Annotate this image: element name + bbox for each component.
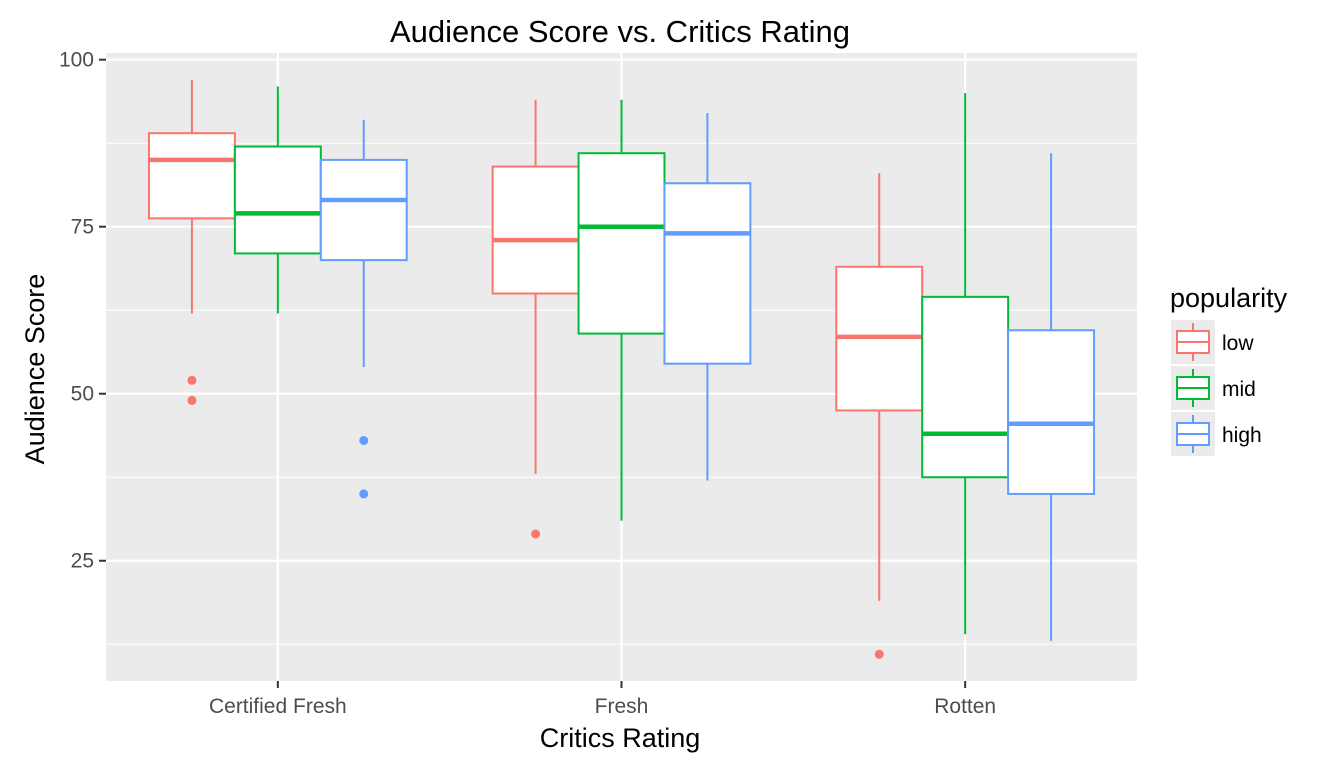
x-tick-label: Certified Fresh: [209, 695, 347, 718]
x-axis: Certified Fresh Fresh Rotten: [209, 681, 996, 718]
box-body: [663, 182, 752, 365]
outlier-point: [359, 435, 369, 445]
x-axis-title: Critics Rating: [540, 723, 701, 753]
box-body: [921, 295, 1010, 479]
y-axis-title: Audience Score: [20, 274, 50, 465]
outlier-point: [359, 489, 369, 499]
y-tick-label: 75: [71, 216, 94, 239]
box-low-rotten: [835, 173, 924, 659]
y-tick-label: 50: [71, 383, 94, 406]
legend-label: high: [1222, 424, 1262, 447]
box-body: [577, 152, 666, 335]
box-high-certified-fresh: [319, 119, 408, 499]
box-body: [1007, 329, 1096, 495]
box-mid-certified-fresh: [233, 86, 322, 314]
legend-item-low: low: [1171, 320, 1254, 364]
outlier-point: [874, 649, 884, 659]
box-mid-rotten: [921, 93, 1010, 635]
box-high-rotten: [1007, 153, 1096, 641]
box-mid-fresh: [577, 99, 666, 521]
y-tick-label: 25: [71, 550, 94, 573]
box-body: [491, 165, 580, 295]
x-tick-label: Rotten: [934, 695, 996, 718]
legend-item-high: high: [1171, 412, 1262, 456]
outlier-point: [531, 529, 541, 539]
outlier-point: [187, 395, 197, 405]
chart-title: Audience Score vs. Critics Rating: [390, 14, 850, 49]
box-body: [319, 158, 408, 262]
legend: popularity low mid high: [1170, 283, 1288, 456]
box-marks: [147, 79, 1096, 659]
legend-title: popularity: [1170, 283, 1288, 313]
legend-label: mid: [1222, 378, 1256, 401]
legend-label: low: [1222, 332, 1254, 355]
box-low-fresh: [491, 99, 580, 539]
box-body: [147, 132, 236, 220]
y-axis: 25 50 75 100: [59, 49, 106, 573]
y-tick-label: 100: [59, 49, 94, 72]
outlier-point: [187, 375, 197, 385]
x-tick-label: Fresh: [595, 695, 649, 718]
box-body: [233, 145, 322, 255]
legend-item-mid: mid: [1171, 366, 1256, 410]
box-high-fresh: [663, 113, 752, 481]
box-low-certified-fresh: [147, 79, 236, 405]
